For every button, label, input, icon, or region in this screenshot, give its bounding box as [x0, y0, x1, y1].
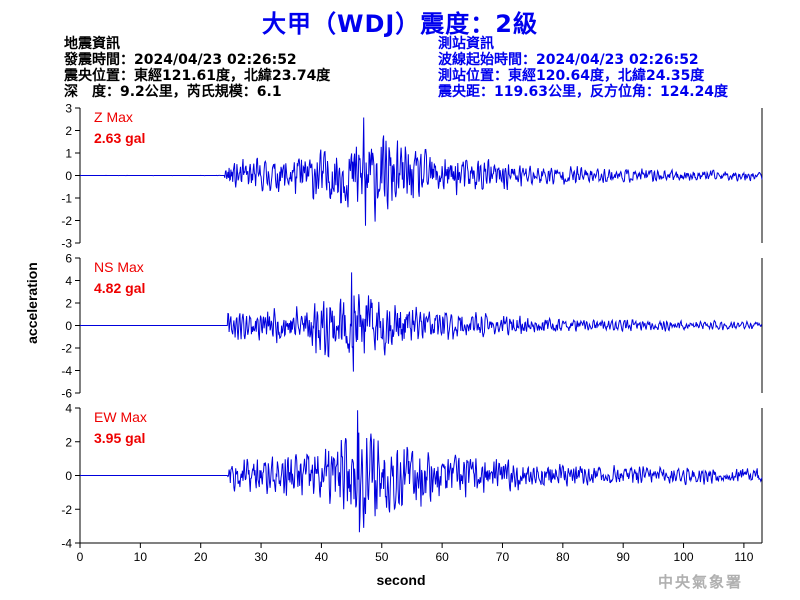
z-y-tick-label: 0 [65, 169, 72, 183]
ns-max-value: 4.82 gal [94, 280, 145, 296]
origin-time: 發震時間：2024/04/23 02:26:52 [64, 52, 297, 68]
x-tick-label: 20 [194, 550, 208, 564]
ew-y-tick-label: -4 [61, 537, 72, 551]
depth-magnitude: 深 度：9.2公里，芮氏規模：6.1 [64, 84, 282, 100]
ew-waveform [80, 410, 763, 533]
x-tick-label: 10 [134, 550, 148, 564]
ns-y-tick-label: -4 [61, 364, 72, 378]
epicentral-distance: 震央距：119.63公里，反方位角：124.24度 [438, 84, 729, 100]
x-tick-label: 0 [77, 550, 84, 564]
x-tick-label: 30 [254, 550, 268, 564]
epicenter-location: 震央位置：東經121.61度，北緯23.74度 [64, 68, 331, 84]
ns-y-tick-label: 0 [65, 319, 72, 333]
z-waveform [80, 117, 763, 226]
x-tick-label: 110 [734, 550, 753, 564]
ew-y-tick-label: 0 [65, 469, 72, 483]
x-tick-label: 60 [435, 550, 449, 564]
ns-y-tick-label: 2 [65, 297, 72, 311]
z-y-tick-label: -2 [61, 214, 72, 228]
x-tick-label: 50 [375, 550, 389, 564]
x-tick-label: 40 [315, 550, 329, 564]
ns-y-tick-label: -2 [61, 342, 72, 356]
ew-max-value: 3.95 gal [94, 430, 145, 446]
station-info-heading: 測站資訊 [438, 36, 494, 52]
x-tick-label: 90 [617, 550, 631, 564]
ew-y-tick-label: 4 [65, 402, 72, 416]
z-y-tick-label: -1 [61, 192, 72, 206]
z-max-title: Z Max [94, 109, 133, 125]
x-tick-label: 70 [496, 550, 510, 564]
z-max-value: 2.63 gal [94, 130, 145, 146]
ns-y-tick-label: -6 [61, 387, 72, 401]
wave-start-time: 波線起始時間：2024/04/23 02:26:52 [438, 52, 699, 68]
ew-y-tick-label: 2 [65, 435, 72, 449]
z-y-tick-label: 3 [65, 102, 72, 116]
chart-title: 大甲（WDJ）震度：2級 [261, 10, 539, 38]
ns-y-tick-label: 4 [65, 274, 72, 288]
ew-y-tick-label: -2 [61, 503, 72, 517]
earthquake-info-heading: 地震資訊 [64, 36, 120, 52]
agency-logo: 中央氣象署 [658, 573, 744, 591]
z-y-tick-label: 1 [65, 147, 72, 161]
station-location: 測站位置：東經120.64度，北緯24.35度 [438, 68, 705, 84]
station-info: 測站資訊 波線起始時間：2024/04/23 02:26:52 測站位置：東經1… [438, 36, 728, 100]
z-y-tick-label: 2 [65, 124, 72, 138]
ns-max-title: NS Max [94, 259, 144, 275]
x-tick-label: 100 [674, 550, 694, 564]
ns-y-tick-label: 6 [65, 252, 72, 266]
z-y-tick-label: -3 [61, 237, 72, 251]
ew-max-title: EW Max [94, 409, 147, 425]
x-axis-label: second [376, 572, 425, 588]
y-axis-label: acceleration [24, 262, 40, 344]
x-tick-label: 80 [556, 550, 570, 564]
ns-waveform [80, 272, 763, 372]
earthquake-info: 地震資訊 發震時間：2024/04/23 02:26:52 震央位置：東經121… [64, 36, 330, 100]
